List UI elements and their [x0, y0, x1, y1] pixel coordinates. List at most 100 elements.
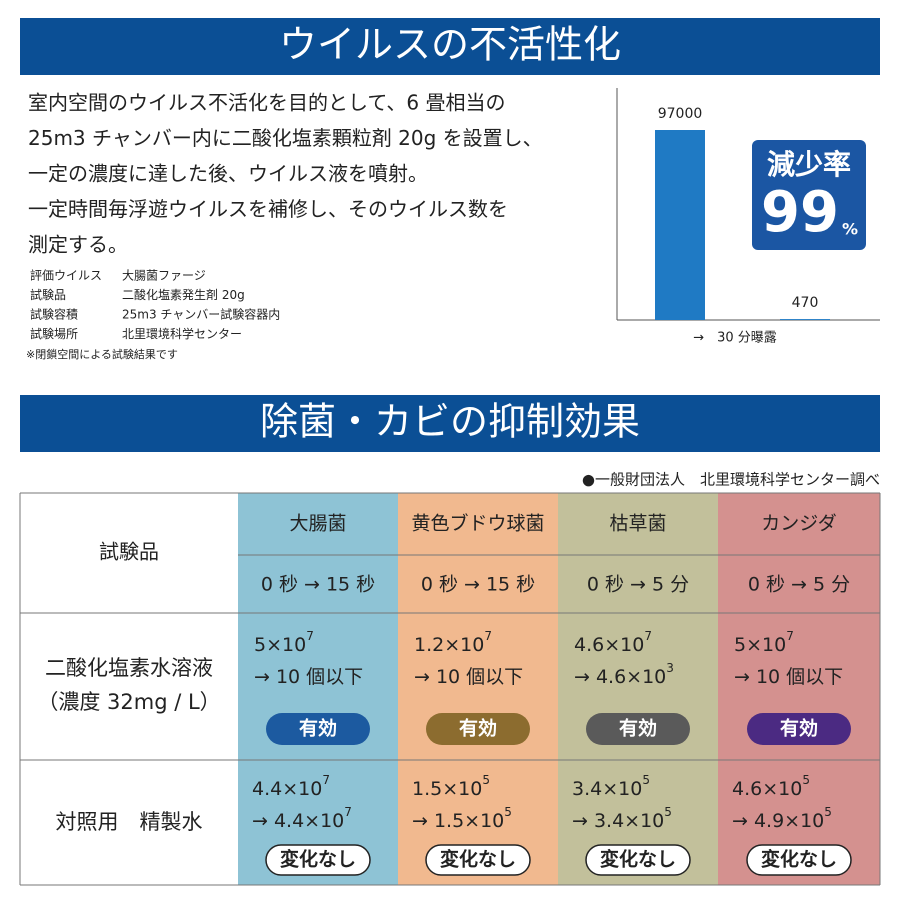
info-value: 25m3 チャンバー試験容器内: [122, 307, 280, 322]
column-time: 0 秒 → 15 秒: [261, 574, 375, 596]
intro-line: 測定する。: [28, 233, 128, 257]
value-base: 1.5×10: [412, 778, 482, 800]
info-label: 試験容積: [30, 307, 78, 322]
row-label: （濃度 32mg / L）: [37, 690, 220, 714]
value-exponent: 5: [664, 805, 672, 819]
row-label: 二酸化塩素水溶液: [45, 656, 213, 680]
cell-value: 4.6×107: [574, 629, 652, 656]
header-title: 除菌・カビの抑制効果: [260, 400, 640, 444]
cell-value: → 10 個以下: [414, 666, 523, 688]
verdict-pill: [747, 713, 851, 745]
cell-value: → 1.5×105: [412, 805, 512, 832]
info-value: 北里環境科学センター: [122, 326, 242, 341]
verdict-pill: [266, 713, 370, 745]
value-exponent: 5: [642, 773, 650, 787]
value-exponent: 7: [786, 629, 794, 643]
column-name: 黄色ブドウ球菌: [411, 512, 544, 535]
cell-value: 1.5×105: [412, 773, 490, 800]
header-title: ウイルスの不活性化: [279, 23, 621, 67]
value-base: → 4.4×10: [252, 810, 344, 832]
value-base: 1.2×10: [414, 634, 484, 656]
verdict-pill: [265, 844, 371, 876]
intro-line: 25m3 チャンバー内に二酸化塩素顆粒剤 20g を設置し、: [28, 126, 543, 150]
value-exponent: 7: [484, 629, 492, 643]
value-base: 4.6×10: [574, 634, 644, 656]
intro-line: 室内空間のウイルス不活化を目的として、6 畳相当の: [28, 91, 505, 115]
cell-value: → 4.9×105: [732, 805, 832, 832]
verdict-pill: [746, 844, 852, 876]
verdict-pill: [586, 713, 690, 745]
bar-label: 97000: [658, 106, 703, 122]
value-exponent: 3: [666, 661, 674, 675]
column-bg: [558, 493, 718, 885]
value-base: → 1.5×10: [412, 810, 504, 832]
value-base: 5×10: [254, 634, 306, 656]
cell-value: → 10 個以下: [734, 666, 843, 688]
value-base: 4.6×10: [732, 778, 802, 800]
cell-value: 3.4×105: [572, 773, 650, 800]
verdict: 変化なし: [440, 848, 516, 871]
verdict: 有効: [459, 717, 497, 740]
cell-value: 4.6×105: [732, 773, 810, 800]
cell-value: 1.2×107: [414, 629, 492, 656]
verdict: 変化なし: [761, 848, 837, 871]
value-exponent: 5: [824, 805, 832, 819]
verdict: 有効: [619, 717, 657, 740]
cell-value: 5×107: [254, 629, 314, 656]
source-note: ●一般財団法人 北里環境科学センター調べ: [582, 471, 880, 489]
corner-label: 試験品: [99, 540, 159, 564]
column-bg: [718, 493, 880, 885]
info-label: 試験場所: [30, 326, 78, 341]
column-name: 枯草菌: [609, 513, 666, 535]
value-exponent: 7: [322, 773, 330, 787]
value-exponent: 7: [306, 629, 314, 643]
verdict: 変化なし: [280, 848, 356, 871]
value-base: → 10 個以下: [414, 666, 523, 688]
badge-unit: %: [842, 220, 858, 239]
cell-value: → 10 個以下: [254, 666, 363, 688]
value-base: → 3.4×10: [572, 810, 664, 832]
info-value: 二酸化塩素発生剤 20g: [122, 287, 245, 302]
info-note: ※閉鎖空間による試験結果です: [26, 347, 178, 361]
column-bg: [238, 493, 398, 885]
info-label: 試験品: [30, 287, 66, 302]
header-band: [20, 18, 880, 75]
info-label: 評価ウイルス: [30, 268, 102, 283]
bar-label: 470: [792, 295, 819, 311]
badge-value: 99: [761, 180, 839, 245]
cell-value: → 4.4×107: [252, 805, 352, 832]
value-exponent: 5: [504, 805, 512, 819]
value-exponent: 7: [644, 629, 652, 643]
cell-value: → 3.4×105: [572, 805, 672, 832]
value-exponent: 5: [482, 773, 490, 787]
verdict: 有効: [780, 717, 818, 740]
bar: [655, 130, 705, 320]
column-bg: [398, 493, 558, 885]
column-name: カンジダ: [761, 513, 837, 535]
value-base: → 4.6×10: [574, 666, 666, 688]
badge: [752, 140, 866, 250]
value-base: 5×10: [734, 634, 786, 656]
intro-line: 一定の濃度に達した後、ウイルス液を噴射。: [28, 162, 428, 186]
value-exponent: 5: [802, 773, 810, 787]
value-base: 3.4×10: [572, 778, 642, 800]
verdict: 有効: [299, 717, 337, 740]
value-base: → 10 個以下: [254, 666, 363, 688]
intro-line: 一定時間毎浮遊ウイルスを補修し、そのウイルス数を: [28, 197, 508, 221]
header-band: [20, 395, 880, 452]
info-value: 大腸菌ファージ: [122, 269, 206, 283]
verdict: 変化なし: [600, 848, 676, 871]
badge-label: 減少率: [767, 148, 851, 181]
column-name: 大腸菌: [289, 513, 346, 535]
cell-value: → 4.6×103: [574, 661, 674, 688]
verdict-pill: [425, 844, 531, 876]
cell-value: 4.4×107: [252, 773, 330, 800]
verdict-pill: [426, 713, 530, 745]
bar: [780, 319, 830, 320]
column-time: 0 秒 → 15 秒: [421, 574, 535, 596]
value-base: → 4.9×10: [732, 810, 824, 832]
row-label: 対照用 精製水: [56, 810, 203, 834]
verdict-pill: [585, 844, 691, 876]
value-exponent: 7: [344, 805, 352, 819]
